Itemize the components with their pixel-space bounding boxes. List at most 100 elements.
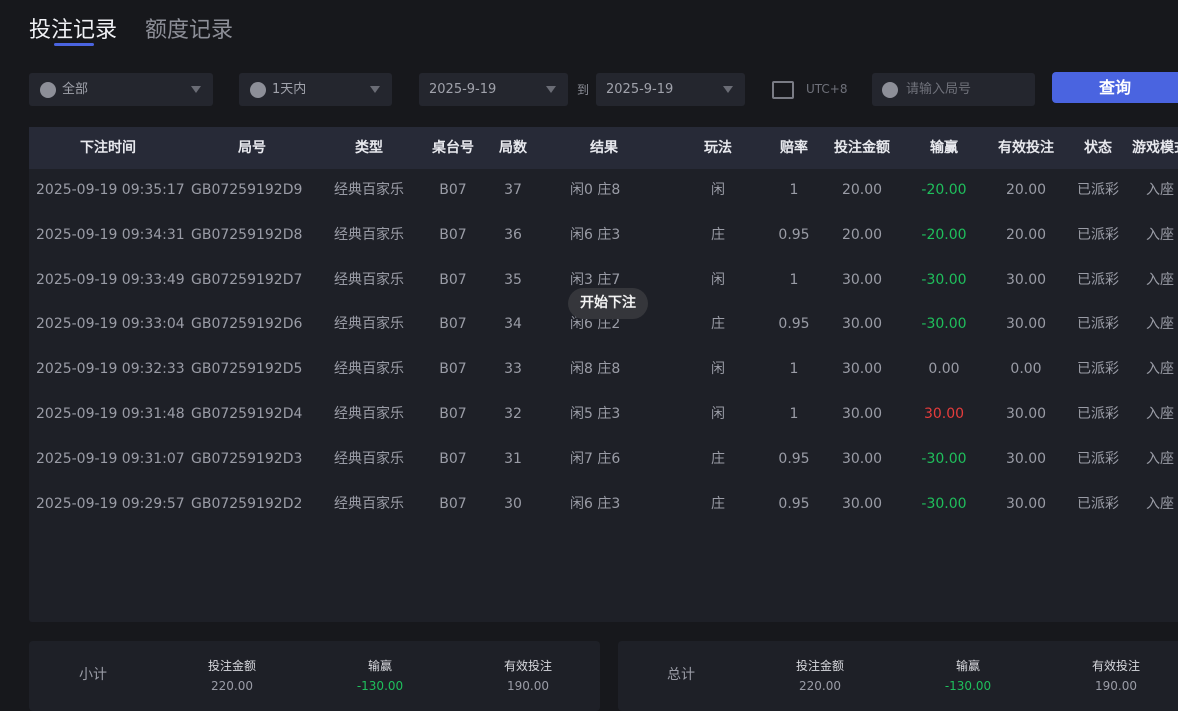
bet-amount: 30.00 [841, 316, 883, 333]
round-id: GB07259192D2 [191, 495, 303, 512]
round-no: 35 [504, 271, 522, 288]
win-loss: 30.00 [923, 406, 965, 422]
date-to-value: 2025-9-19 [606, 82, 674, 97]
round-id: GB07259192D8 [191, 226, 303, 243]
column-header: 局数 [499, 140, 527, 156]
summary-label: 小计 [79, 667, 107, 683]
bet-time: 2025-09-19 09:29:57 [36, 495, 185, 512]
summary-item-label: 投注金额 [207, 659, 257, 673]
game-type: 经典百家乐 [334, 271, 404, 288]
valid-bet: 30.00 [1005, 450, 1047, 467]
round-id: GB07259192D9 [191, 182, 303, 198]
odds: 1 [789, 361, 799, 378]
table-header [29, 127, 1178, 169]
result: 闲0 庄8 [570, 182, 621, 198]
column-header: 有效投注 [998, 140, 1054, 156]
game-type: 经典百家乐 [334, 406, 404, 422]
odds: 1 [789, 182, 799, 198]
summary-item-value: 190.00 [1095, 679, 1137, 693]
round-id: GB07259192D6 [191, 316, 303, 333]
column-header: 状态 [1084, 140, 1112, 156]
type-value: 全部 [62, 82, 89, 97]
valid-bet: 20.00 [1005, 226, 1047, 243]
column-header: 类型 [355, 140, 383, 156]
timezone: UTC+8 [806, 82, 848, 96]
dropdown-arrow [370, 86, 380, 93]
bet-time: 2025-09-19 09:31:07 [36, 450, 185, 467]
bet-amount: 20.00 [841, 226, 883, 243]
column-header: 局号 [238, 140, 266, 156]
time-select[interactable]: 1天内 [239, 73, 392, 106]
bet-on: 庄 [711, 495, 725, 512]
win-loss: -30.00 [921, 450, 967, 467]
round-id: GB07259192D3 [191, 450, 303, 467]
game-type: 经典百家乐 [334, 226, 404, 243]
odds: 0.95 [778, 450, 810, 467]
bet-time: 2025-09-19 09:33:49 [36, 271, 185, 288]
result: 闲8 庄8 [570, 361, 621, 378]
column-header: 玩法 [704, 140, 732, 156]
summary-item-value: -130.00 [944, 679, 992, 693]
game-type: 经典百家乐 [334, 495, 404, 512]
time-value: 1天内 [272, 82, 307, 97]
dropdown-arrow [191, 86, 201, 93]
column-header: 输赢 [930, 140, 958, 156]
tab-bet-records[interactable]: 投注记录 [29, 18, 118, 43]
calendar-icon[interactable] [772, 81, 794, 99]
bet-amount: 30.00 [841, 406, 883, 422]
game-mode: 入座 [1146, 316, 1174, 333]
round-input[interactable]: 请输入局号 [872, 73, 1035, 106]
summary-item-label: 输赢 [955, 659, 981, 673]
win-loss: -30.00 [921, 495, 967, 512]
valid-bet: 20.00 [1005, 182, 1047, 198]
round-placeholder: 请输入局号 [906, 82, 972, 97]
result: 闲5 庄3 [570, 406, 621, 422]
bet-amount: 30.00 [841, 361, 883, 378]
summary-item-label: 有效投注 [503, 659, 553, 673]
bet-on: 闲 [711, 271, 725, 288]
table-id: B07 [439, 316, 467, 333]
table-id: B07 [439, 226, 467, 243]
tab-underline [54, 43, 94, 46]
round-no: 32 [504, 406, 522, 422]
type-select[interactable]: 全部 [29, 73, 213, 106]
clock-icon [250, 82, 266, 98]
round-no: 34 [504, 316, 522, 333]
column-header: 结果 [590, 140, 618, 156]
summary-item-value: 190.00 [507, 679, 549, 693]
round-id: GB07259192D4 [191, 406, 303, 422]
summary-item-label: 有效投注 [1091, 659, 1141, 673]
status: 已派彩 [1077, 495, 1119, 512]
summary-item-value: -130.00 [356, 679, 404, 693]
odds: 0.95 [778, 316, 810, 333]
date-to[interactable]: 2025-9-19 [596, 73, 745, 106]
bet-on: 庄 [711, 316, 725, 333]
query-button[interactable]: 查询 [1052, 72, 1178, 103]
status: 已派彩 [1077, 450, 1119, 467]
round-icon [882, 82, 898, 98]
table-id: B07 [439, 406, 467, 422]
game-type: 经典百家乐 [334, 361, 404, 378]
odds: 1 [789, 271, 799, 288]
column-header: 下注时间 [80, 140, 136, 156]
round-no: 30 [504, 495, 522, 512]
win-loss: -30.00 [921, 316, 967, 333]
bet-on: 闲 [711, 361, 725, 378]
summary-label: 总计 [667, 667, 695, 683]
table-id: B07 [439, 361, 467, 378]
date-from[interactable]: 2025-9-19 [419, 73, 568, 106]
date-to-label: 到 [577, 83, 590, 97]
odds: 0.95 [778, 226, 810, 243]
game-mode: 入座 [1146, 271, 1174, 288]
status: 已派彩 [1077, 226, 1119, 243]
column-header: 赔率 [780, 140, 808, 156]
bet-on: 闲 [711, 182, 725, 198]
tab-credit-records[interactable]: 额度记录 [145, 18, 234, 43]
bet-time: 2025-09-19 09:35:17 [36, 182, 185, 198]
result: 闲3 庄7 [570, 271, 621, 288]
result: 闲6 庄3 [570, 495, 621, 512]
bet-on: 庄 [711, 450, 725, 467]
toast: 开始下注 [568, 288, 648, 319]
type-icon [40, 82, 56, 98]
